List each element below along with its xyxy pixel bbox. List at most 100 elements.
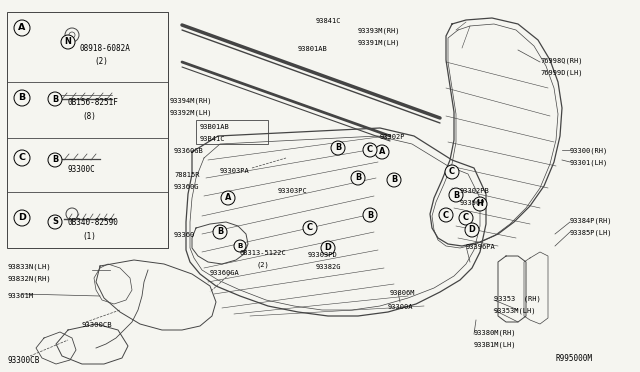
Circle shape xyxy=(14,150,30,166)
Text: B: B xyxy=(391,176,397,185)
Circle shape xyxy=(69,32,75,38)
Text: B: B xyxy=(52,94,58,103)
Text: (2): (2) xyxy=(94,57,108,66)
Text: 93832N(RH): 93832N(RH) xyxy=(8,276,52,282)
Text: 78815R: 78815R xyxy=(174,172,200,178)
Text: D: D xyxy=(468,225,476,234)
Circle shape xyxy=(363,208,377,222)
Text: 93833N(LH): 93833N(LH) xyxy=(8,264,52,270)
Text: 93301(LH): 93301(LH) xyxy=(570,160,608,167)
Text: 93303PC: 93303PC xyxy=(278,188,308,194)
Circle shape xyxy=(321,241,335,255)
Text: C: C xyxy=(19,154,26,163)
Text: B: B xyxy=(367,211,373,219)
Text: B: B xyxy=(19,93,26,103)
Text: 93302P: 93302P xyxy=(380,134,406,140)
Circle shape xyxy=(221,191,235,205)
Text: 93361M: 93361M xyxy=(8,293,35,299)
Text: R995000M: R995000M xyxy=(556,354,593,363)
Circle shape xyxy=(449,188,463,202)
Circle shape xyxy=(351,171,365,185)
Text: D: D xyxy=(324,244,332,253)
Text: 93385P(LH): 93385P(LH) xyxy=(570,230,612,237)
Circle shape xyxy=(331,141,345,155)
Text: 93382G: 93382G xyxy=(316,264,342,270)
Text: B: B xyxy=(217,228,223,237)
Text: 76999D(LH): 76999D(LH) xyxy=(540,70,582,77)
Text: 93801AB: 93801AB xyxy=(298,46,328,52)
Text: 93360GB: 93360GB xyxy=(174,148,204,154)
Text: (8): (8) xyxy=(82,112,96,121)
Text: 93394M(RH): 93394M(RH) xyxy=(170,98,212,105)
Text: 93806M: 93806M xyxy=(390,290,415,296)
Text: 93360G: 93360G xyxy=(174,184,200,190)
Circle shape xyxy=(387,173,401,187)
Text: A: A xyxy=(19,23,26,32)
Text: 08918-6082A: 08918-6082A xyxy=(80,44,131,53)
Text: 93300A: 93300A xyxy=(388,304,413,310)
Circle shape xyxy=(48,153,62,167)
Text: 93B41C: 93B41C xyxy=(200,136,225,142)
Text: C: C xyxy=(443,211,449,219)
Text: 93B01AB: 93B01AB xyxy=(200,124,230,130)
Text: (1): (1) xyxy=(82,232,96,241)
Text: C: C xyxy=(367,145,373,154)
Text: 93302PB: 93302PB xyxy=(460,188,490,194)
Circle shape xyxy=(66,208,78,220)
Circle shape xyxy=(303,221,317,235)
Circle shape xyxy=(14,90,30,106)
Text: 93360: 93360 xyxy=(174,232,195,238)
Text: 93392M(LH): 93392M(LH) xyxy=(170,110,212,116)
Circle shape xyxy=(363,143,377,157)
Text: B: B xyxy=(237,243,243,249)
Circle shape xyxy=(48,92,62,106)
Text: 93300CB: 93300CB xyxy=(8,356,40,365)
Circle shape xyxy=(473,197,487,211)
Text: 93380M(RH): 93380M(RH) xyxy=(474,330,516,337)
Text: C: C xyxy=(449,167,455,176)
Text: 93396P: 93396P xyxy=(460,200,486,206)
Circle shape xyxy=(48,215,62,229)
Text: 93303PA: 93303PA xyxy=(220,168,250,174)
Text: B: B xyxy=(453,190,459,199)
Text: 0B340-82590: 0B340-82590 xyxy=(68,218,119,227)
Circle shape xyxy=(213,225,227,239)
Text: A: A xyxy=(225,193,231,202)
Circle shape xyxy=(234,240,246,252)
Text: C: C xyxy=(463,214,469,222)
Bar xyxy=(7,12,168,248)
Text: 93353M(LH): 93353M(LH) xyxy=(494,308,536,314)
Text: B: B xyxy=(355,173,361,183)
Circle shape xyxy=(65,28,79,42)
Circle shape xyxy=(465,223,479,237)
Text: 93300(RH): 93300(RH) xyxy=(570,148,608,154)
Circle shape xyxy=(61,35,75,49)
Circle shape xyxy=(439,208,453,222)
Text: 93384P(RH): 93384P(RH) xyxy=(570,218,612,224)
Text: A: A xyxy=(379,148,385,157)
Text: C: C xyxy=(307,224,313,232)
Text: 93300CB: 93300CB xyxy=(82,322,113,328)
Text: B: B xyxy=(335,144,341,153)
Text: 93393M(RH): 93393M(RH) xyxy=(358,28,401,35)
Text: 933B1M(LH): 933B1M(LH) xyxy=(474,342,516,349)
Text: 76998Q(RH): 76998Q(RH) xyxy=(540,58,582,64)
Text: 93300C: 93300C xyxy=(68,165,96,174)
Text: 93303PD: 93303PD xyxy=(308,252,338,258)
Text: 93353  (RH): 93353 (RH) xyxy=(494,296,541,302)
Text: N: N xyxy=(65,38,72,46)
Text: 08313-5122C: 08313-5122C xyxy=(240,250,287,256)
Circle shape xyxy=(375,145,389,159)
Text: 93396PA: 93396PA xyxy=(466,244,496,250)
Text: B: B xyxy=(52,155,58,164)
Bar xyxy=(196,120,268,144)
Circle shape xyxy=(14,20,30,36)
Text: S: S xyxy=(52,218,58,227)
Text: D: D xyxy=(18,214,26,222)
Circle shape xyxy=(14,210,30,226)
Text: 93841C: 93841C xyxy=(316,18,342,24)
Circle shape xyxy=(459,211,473,225)
Text: 0B156-8251F: 0B156-8251F xyxy=(68,98,119,107)
Text: 93360GA: 93360GA xyxy=(210,270,240,276)
Text: (2): (2) xyxy=(256,262,269,269)
